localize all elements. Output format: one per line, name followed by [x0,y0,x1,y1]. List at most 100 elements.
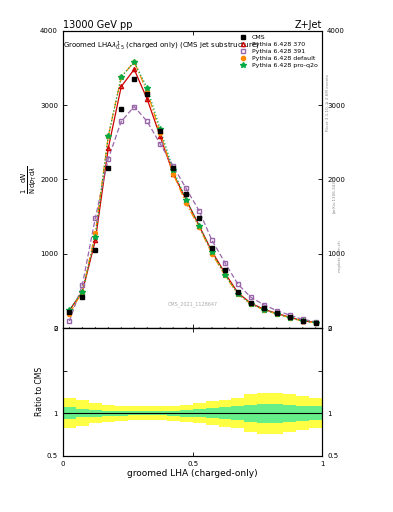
Pythia 6.428 391 [132,103,137,110]
Pythia 6.428 pro-q2o [249,301,253,307]
Pythia 6.428 default [288,314,292,321]
Pythia 6.428 370 [197,223,202,229]
Pythia 6.428 default [145,89,149,95]
Pythia 6.428 370 [67,307,72,313]
Y-axis label: Ratio to CMS: Ratio to CMS [35,368,44,416]
CMS [288,313,292,319]
Pythia 6.428 370 [262,306,266,312]
CMS [262,305,266,311]
CMS [301,318,305,324]
Pythia 6.428 default [301,318,305,324]
Line: Pythia 6.428 391: Pythia 6.428 391 [67,104,318,324]
Pythia 6.428 default [106,133,111,139]
Line: CMS: CMS [67,77,318,325]
Pythia 6.428 default [314,319,318,326]
Pythia 6.428 default [210,251,215,257]
Pythia 6.428 391 [262,302,266,308]
Pythia 6.428 370 [210,248,215,254]
Pythia 6.428 default [119,74,123,80]
Pythia 6.428 391 [274,308,279,314]
Pythia 6.428 391 [249,294,253,301]
Pythia 6.428 391 [93,215,98,221]
Pythia 6.428 pro-q2o [171,167,176,173]
Pythia 6.428 370 [222,270,227,276]
CMS [171,165,176,172]
CMS [314,319,318,326]
Pythia 6.428 370 [132,67,137,73]
Y-axis label: $\frac{1}{\mathrm{N}}\frac{\mathrm{d}N}{\mathrm{d}p_\mathrm{T}\mathrm{d}\lambda}: $\frac{1}{\mathrm{N}}\frac{\mathrm{d}N}{… [19,165,39,194]
Pythia 6.428 pro-q2o [262,307,266,313]
Pythia 6.428 default [132,59,137,65]
Text: mcplots.cern.ch: mcplots.cern.ch [338,240,342,272]
Pythia 6.428 391 [158,141,163,147]
Pythia 6.428 default [184,200,189,206]
Pythia 6.428 pro-q2o [80,289,85,295]
Pythia 6.428 391 [119,118,123,124]
Pythia 6.428 391 [236,281,241,287]
Text: Groomed LHA$\lambda^{1}_{0.5}$ (charged only) (CMS jet substructure): Groomed LHA$\lambda^{1}_{0.5}$ (charged … [63,39,260,53]
Text: Z+Jet: Z+Jet [295,20,322,30]
Pythia 6.428 391 [80,282,85,288]
CMS [222,267,227,273]
Pythia 6.428 370 [288,314,292,321]
Pythia 6.428 391 [197,208,202,214]
Pythia 6.428 370 [158,133,163,139]
Pythia 6.428 pro-q2o [93,233,98,240]
Pythia 6.428 pro-q2o [314,319,318,326]
CMS [145,91,149,97]
Text: [arXiv:1306.3436]: [arXiv:1306.3436] [332,176,336,213]
CMS [274,309,279,315]
CMS [197,215,202,221]
Pythia 6.428 default [249,301,253,307]
Pythia 6.428 pro-q2o [119,74,123,80]
Text: CMS_2021_1128647: CMS_2021_1128647 [167,302,218,307]
Pythia 6.428 370 [314,319,318,326]
Line: Pythia 6.428 370: Pythia 6.428 370 [67,67,318,325]
Pythia 6.428 391 [288,312,292,318]
Pythia 6.428 pro-q2o [274,311,279,317]
Pythia 6.428 pro-q2o [301,318,305,324]
Pythia 6.428 pro-q2o [184,197,189,203]
Pythia 6.428 370 [274,310,279,316]
CMS [236,289,241,295]
Pythia 6.428 pro-q2o [210,249,215,255]
CMS [158,128,163,134]
Pythia 6.428 370 [171,170,176,177]
Pythia 6.428 pro-q2o [132,59,137,65]
Pythia 6.428 370 [236,290,241,296]
Text: 13000 GeV pp: 13000 GeV pp [63,20,132,30]
CMS [210,245,215,251]
Pythia 6.428 default [197,224,202,230]
Pythia 6.428 default [93,230,98,236]
Pythia 6.428 391 [67,318,72,324]
Pythia 6.428 default [262,307,266,313]
CMS [119,106,123,112]
Pythia 6.428 pro-q2o [67,307,72,313]
Pythia 6.428 391 [314,318,318,325]
CMS [80,294,85,300]
CMS [249,300,253,306]
Pythia 6.428 370 [184,197,189,203]
CMS [184,191,189,198]
Line: Pythia 6.428 pro-q2o: Pythia 6.428 pro-q2o [66,59,319,325]
Pythia 6.428 391 [222,260,227,266]
Pythia 6.428 pro-q2o [158,126,163,132]
Pythia 6.428 370 [93,238,98,244]
Pythia 6.428 391 [210,238,215,244]
Pythia 6.428 370 [80,289,85,295]
CMS [93,247,98,253]
Pythia 6.428 default [222,272,227,279]
Pythia 6.428 default [236,291,241,297]
Pythia 6.428 default [67,311,72,317]
Pythia 6.428 370 [249,300,253,306]
Pythia 6.428 370 [301,318,305,324]
Pythia 6.428 default [80,289,85,295]
Text: Rivet 3.1.10, ≥ 2.6M events: Rivet 3.1.10, ≥ 2.6M events [326,74,330,131]
Pythia 6.428 pro-q2o [145,85,149,91]
Pythia 6.428 pro-q2o [288,314,292,321]
CMS [132,76,137,82]
Pythia 6.428 391 [106,156,111,162]
Legend: CMS, Pythia 6.428 370, Pythia 6.428 391, Pythia 6.428 default, Pythia 6.428 pro-: CMS, Pythia 6.428 370, Pythia 6.428 391,… [235,34,319,70]
Pythia 6.428 default [158,130,163,136]
Pythia 6.428 default [171,170,176,177]
